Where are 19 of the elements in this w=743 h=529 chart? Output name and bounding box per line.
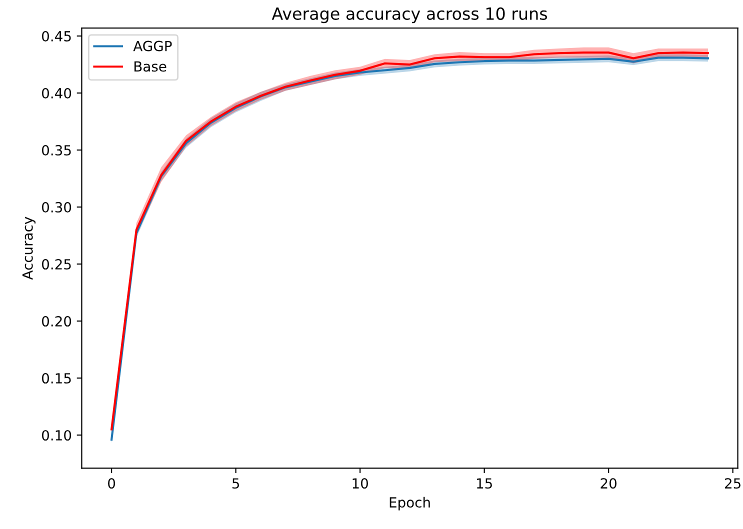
y-tick-label: 0.40 — [42, 88, 72, 99]
x-tick-label: 15 — [477, 478, 492, 489]
y-tick-label: 0.10 — [42, 430, 72, 441]
x-tick-label: 25 — [725, 478, 740, 489]
x-tick-label: 5 — [232, 478, 240, 489]
y-axis-title: Accuracy — [22, 216, 36, 280]
y-tick-label: 0.15 — [42, 373, 71, 384]
legend-label: AGGP — [133, 40, 172, 52]
x-tick-label: 0 — [108, 478, 116, 489]
x-tick-label: 20 — [600, 478, 616, 489]
legend-label: Base — [134, 61, 166, 72]
x-tick-label: 10 — [352, 478, 368, 489]
chart-title: Average accuracy across 10 runs — [272, 7, 548, 24]
y-tick-label: 0.35 — [42, 145, 71, 156]
y-tick-label: 0.20 — [42, 316, 72, 327]
y-tick-label: 0.25 — [42, 259, 71, 270]
x-axis-title: Epoch — [390, 496, 430, 510]
y-tick-label: 0.45 — [42, 30, 71, 42]
y-tick-label: 0.30 — [42, 202, 72, 213]
